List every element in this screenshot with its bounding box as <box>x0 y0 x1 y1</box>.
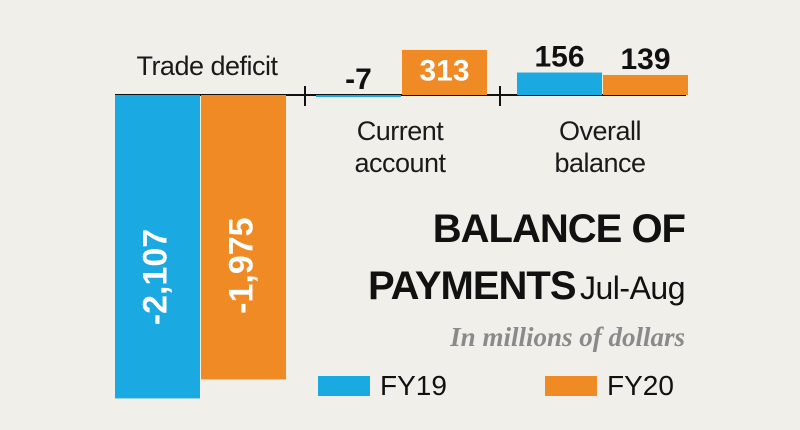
bar <box>517 72 602 95</box>
legend-swatch <box>545 376 597 396</box>
chart-subtitle: Jul-Aug <box>580 270 686 306</box>
legend-label: FY20 <box>607 370 674 401</box>
data-label: -1,975 <box>222 217 260 313</box>
legend-swatch <box>318 376 370 396</box>
category-label: Overall balance <box>554 116 646 178</box>
bar <box>316 95 401 97</box>
bar <box>201 95 286 380</box>
data-label: 139 <box>620 43 670 76</box>
data-label: -2,107 <box>136 229 174 325</box>
title-block: BALANCE OF PAYMENTS Jul-Aug <box>345 205 686 319</box>
legend-item: FY20 <box>545 370 674 402</box>
bar <box>402 49 487 95</box>
legend-item: FY19 <box>318 370 447 402</box>
annotation: In millions of dollars <box>450 322 685 352</box>
data-label: 313 <box>419 54 469 87</box>
category-label: Trade deficit <box>136 51 278 81</box>
bar <box>603 74 688 95</box>
legend-label: FY19 <box>380 370 447 401</box>
data-label: 156 <box>534 40 584 73</box>
category-label: Current account <box>354 116 446 178</box>
chart-title: BALANCE OF PAYMENTS <box>367 207 686 308</box>
data-label: -7 <box>345 63 372 96</box>
bar <box>115 95 200 399</box>
